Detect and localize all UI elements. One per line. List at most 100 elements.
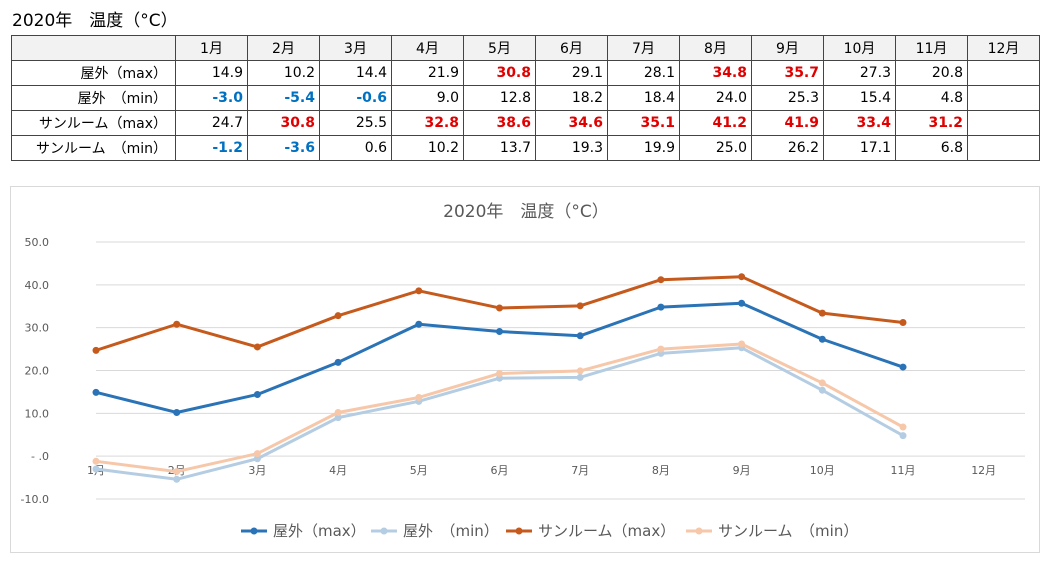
row-label: サンルーム（max） [11, 110, 176, 136]
table-cell: 21.9 [391, 60, 464, 86]
table-cell: -3.0 [175, 85, 248, 111]
table-header-cell: 10月 [823, 35, 896, 61]
table-header-cell: 11月 [895, 35, 968, 61]
legend-item: サンルーム（max） [506, 522, 675, 540]
y-tick-label: - .0 [31, 450, 49, 463]
table-cell: 14.9 [175, 60, 248, 86]
y-axis-ticks: -10.0 - .0 10.0 20.0 30.0 40.0 50.0 [21, 236, 49, 506]
x-tick-label: 4月 [329, 464, 347, 477]
data-point [576, 302, 584, 310]
legend-marker [380, 527, 388, 535]
chart-title: 2020年 温度（°C） [443, 202, 609, 222]
legend-label: サンルーム（max） [538, 522, 675, 540]
table-cell: 32.8 [391, 110, 464, 136]
data-point [818, 309, 826, 317]
data-point [253, 343, 261, 351]
x-tick-label: 5月 [410, 464, 428, 477]
table-cell: 41.2 [679, 110, 752, 136]
table-cell: 14.4 [319, 60, 392, 86]
table-cell: 30.8 [463, 60, 536, 86]
data-point [415, 320, 423, 328]
table-row: 屋外 （min） -3.0 -5.4 -0.6 9.0 12.8 18.2 18.4 24.0 2… [11, 85, 1040, 111]
series-1 [92, 344, 907, 483]
table-header-cell: 9月 [751, 35, 824, 61]
data-point [253, 450, 261, 458]
data-point [496, 328, 503, 336]
table-cell [967, 60, 1040, 86]
x-tick-label: 12月 [971, 464, 996, 477]
x-tick-label: 9月 [733, 464, 751, 477]
x-tick-label: 11月 [891, 464, 916, 477]
table-corner-cell [11, 35, 176, 61]
legend-item: 屋外 （min） [371, 522, 499, 540]
data-point [334, 414, 342, 422]
legend-label: 屋外（max） [273, 522, 366, 540]
table-cell: 12.8 [463, 85, 536, 111]
row-label: 屋外 （min） [11, 85, 176, 111]
data-point [173, 408, 181, 416]
data-point [738, 273, 746, 281]
legend: 屋外（max） 屋外 （min） サンルーム（max） サンルーム （min） [241, 522, 858, 540]
y-tick-label: 30.0 [25, 322, 50, 335]
data-point [173, 320, 181, 328]
table-cell: 17.1 [823, 135, 896, 161]
legend-marker [250, 527, 258, 535]
data-point [576, 373, 584, 381]
table-cell: 34.6 [535, 110, 608, 136]
y-tick-label: -10.0 [21, 493, 49, 506]
data-point [818, 379, 826, 387]
x-tick-label: 10月 [810, 464, 835, 477]
table-cell: 10.2 [247, 60, 320, 86]
table-row: サンルーム（max） 24.7 30.8 25.5 32.8 38.6 34.6 35.1 41… [11, 110, 1040, 136]
table-cell: 19.3 [535, 135, 608, 161]
table-cell: 35.7 [751, 60, 824, 86]
data-point [657, 303, 665, 311]
table-cell: 15.4 [823, 85, 896, 111]
legend-marker [695, 527, 703, 535]
table-cell: 34.8 [679, 60, 752, 86]
table-cell: -1.2 [175, 135, 248, 161]
table-cell: 26.2 [751, 135, 824, 161]
table-row: サンルーム （min） -1.2 -3.6 0.6 10.2 13.7 19.3 19.9 25… [11, 135, 1040, 161]
data-point [253, 455, 261, 463]
data-point [899, 319, 907, 327]
data-point [496, 369, 503, 377]
table-cell: 35.1 [607, 110, 680, 136]
data-point [899, 432, 907, 440]
x-tick-label: 8月 [652, 464, 670, 477]
table-cell: 0.6 [319, 135, 392, 161]
table-cell: 25.5 [319, 110, 392, 136]
x-tick-label: 6月 [491, 464, 509, 477]
legend-marker [515, 527, 523, 535]
table-cell: 33.4 [823, 110, 896, 136]
table-cell: 9.0 [391, 85, 464, 111]
table-header-cell: 8月 [679, 35, 752, 61]
data-point [92, 465, 100, 473]
table-header-cell: 12月 [967, 35, 1040, 61]
table-cell: 13.7 [463, 135, 536, 161]
table-cell: 18.4 [607, 85, 680, 111]
table-cell: -3.6 [247, 135, 320, 161]
legend-label: 屋外 （min） [403, 522, 499, 540]
y-tick-label: 20.0 [25, 365, 50, 378]
data-point [899, 423, 907, 431]
table-header-row: 1月 2月 3月 4月 5月 6月 7月 8月 9月 10月 11月 12月 [11, 35, 1040, 61]
data-point [334, 358, 342, 366]
table-cell: -0.6 [319, 85, 392, 111]
series-2 [92, 273, 907, 354]
table-cell: 24.0 [679, 85, 752, 111]
data-point [738, 340, 746, 348]
data-point [738, 299, 746, 307]
table-cell: 30.8 [247, 110, 320, 136]
data-point [899, 363, 907, 371]
table-header-cell: 5月 [463, 35, 536, 61]
y-tick-label: 10.0 [25, 407, 50, 420]
table-cell: 19.9 [607, 135, 680, 161]
series-3 [92, 340, 907, 476]
data-point [92, 457, 100, 465]
temperature-table: 1月 2月 3月 4月 5月 6月 7月 8月 9月 10月 11月 12月 屋外（max） 14.9 1… [11, 35, 1040, 161]
data-point [253, 390, 261, 398]
table-cell: 25.0 [679, 135, 752, 161]
data-point [334, 312, 342, 320]
